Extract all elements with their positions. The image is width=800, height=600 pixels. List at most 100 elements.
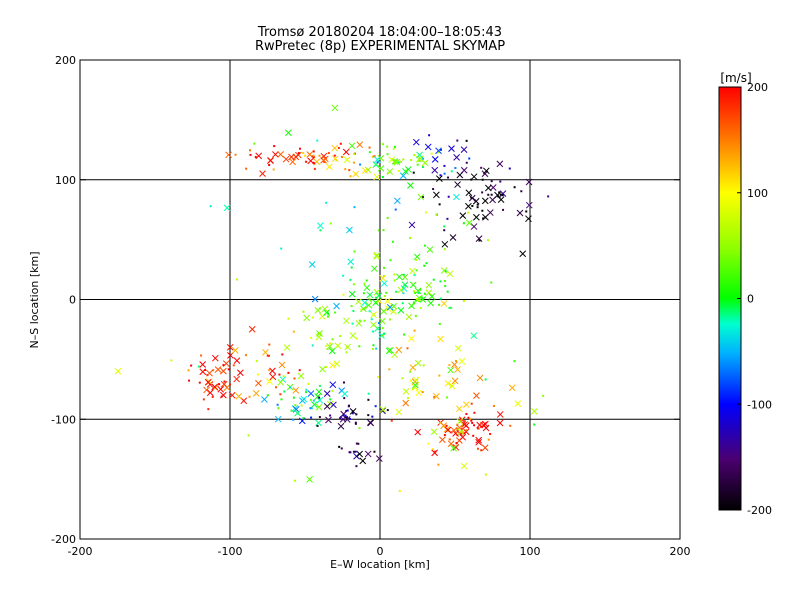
dot-marker: [339, 142, 342, 145]
cross-marker: [482, 420, 489, 428]
cross-marker: [519, 250, 527, 258]
dot-marker: [375, 347, 378, 350]
cross-marker: [333, 302, 340, 310]
dot-marker: [357, 442, 360, 445]
dot-marker: [463, 420, 466, 423]
cross-marker: [323, 402, 331, 410]
dot-marker: [272, 168, 275, 171]
dot-marker: [318, 416, 321, 419]
dot-marker: [373, 450, 376, 453]
dot-marker: [249, 153, 252, 156]
cross-marker: [331, 144, 339, 152]
dot-marker: [413, 274, 416, 277]
cross-marker: [356, 450, 363, 458]
cross-marker: [452, 444, 460, 451]
dot-marker: [218, 383, 221, 386]
dot-marker: [368, 310, 371, 313]
cross-marker: [220, 380, 228, 388]
cross-marker: [331, 155, 339, 163]
cross-marker: [315, 388, 323, 396]
cross-marker: [525, 178, 533, 186]
dot-marker: [482, 217, 485, 220]
dot-marker: [342, 381, 345, 384]
dot-marker: [348, 169, 351, 172]
dot-marker: [381, 327, 384, 330]
dot-marker: [307, 382, 310, 385]
cross-marker: [277, 150, 284, 158]
dot-marker: [391, 240, 394, 243]
cross-marker: [331, 104, 339, 112]
dot-marker: [282, 375, 285, 378]
cross-marker: [443, 426, 451, 433]
cross-marker: [321, 305, 329, 313]
dot-marker: [312, 154, 315, 157]
dot-marker: [448, 438, 451, 441]
cross-marker: [414, 428, 422, 436]
dot-marker: [472, 434, 475, 437]
cross-marker: [343, 317, 350, 325]
dot-marker: [462, 423, 465, 426]
dot-marker: [501, 194, 504, 197]
dot-marker: [369, 299, 372, 302]
dot-marker: [480, 449, 483, 452]
cross-marker: [416, 151, 423, 159]
cross-marker: [525, 215, 532, 223]
cross-marker: [377, 154, 385, 162]
x-tick-label: 0: [377, 545, 384, 558]
dot-marker: [352, 450, 355, 453]
dot-marker: [478, 239, 481, 242]
dot-marker: [292, 418, 295, 421]
dot-marker: [188, 379, 191, 382]
cross-marker: [370, 311, 377, 319]
dot-marker: [358, 427, 361, 430]
dot-marker: [409, 236, 412, 239]
dot-marker: [211, 395, 214, 398]
dot-marker: [438, 203, 441, 206]
dot-marker: [410, 159, 413, 162]
cross-marker: [411, 381, 419, 389]
cross-marker: [292, 405, 300, 413]
cross-marker: [355, 320, 363, 327]
dot-marker: [487, 438, 490, 441]
dot-marker: [290, 409, 293, 412]
cross-marker: [344, 343, 352, 351]
cross-marker: [261, 396, 268, 403]
cross-marker: [473, 213, 480, 221]
dot-marker: [293, 479, 296, 482]
dot-marker: [187, 369, 190, 372]
dot-marker: [445, 396, 448, 399]
dot-marker: [331, 338, 334, 341]
cross-marker: [448, 145, 455, 152]
cross-marker: [494, 191, 501, 199]
dot-marker: [349, 175, 352, 178]
dot-marker: [170, 359, 173, 362]
dot-marker: [351, 322, 354, 325]
dot-marker: [499, 180, 502, 183]
dot-marker: [407, 397, 410, 400]
cross-marker: [299, 397, 306, 404]
cross-marker: [408, 335, 415, 342]
dot-marker: [432, 278, 435, 281]
dot-marker: [209, 205, 212, 208]
cross-marker: [470, 332, 478, 340]
dot-marker: [363, 319, 366, 322]
dot-marker: [460, 425, 463, 428]
cross-marker: [417, 193, 425, 201]
dot-marker: [398, 161, 401, 164]
cross-marker: [496, 419, 504, 427]
dot-marker: [487, 239, 490, 242]
dot-marker: [329, 414, 332, 417]
cross-marker: [453, 193, 460, 201]
dot-marker: [480, 422, 483, 425]
dot-marker: [484, 473, 487, 476]
cross-marker: [460, 146, 468, 153]
dot-marker: [443, 225, 446, 228]
dot-marker: [329, 222, 332, 225]
dot-marker: [316, 139, 319, 142]
cross-marker: [425, 289, 433, 297]
cross-marker: [444, 426, 452, 434]
cross-marker: [343, 156, 351, 164]
cross-marker: [516, 209, 524, 217]
dot-marker: [302, 417, 305, 420]
dot-marker: [542, 394, 545, 397]
